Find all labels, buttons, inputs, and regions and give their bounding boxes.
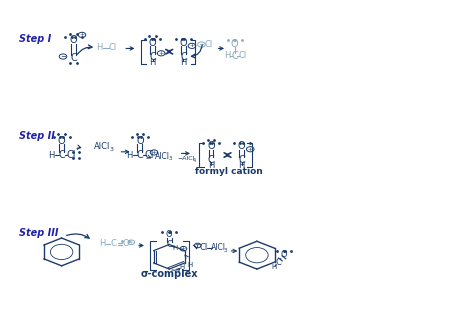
Text: O: O xyxy=(231,39,238,48)
Text: C: C xyxy=(238,155,245,165)
Text: C: C xyxy=(208,155,214,165)
Text: H: H xyxy=(208,161,214,170)
Text: AlCl: AlCl xyxy=(94,142,110,151)
Text: AlCl: AlCl xyxy=(155,152,170,161)
Text: H: H xyxy=(224,51,231,60)
Text: −: − xyxy=(199,42,204,47)
Text: C: C xyxy=(149,52,156,61)
Text: H: H xyxy=(180,264,185,270)
Text: H: H xyxy=(172,245,178,251)
Text: C: C xyxy=(180,52,187,61)
Text: −AlCl: −AlCl xyxy=(177,156,194,161)
Text: H: H xyxy=(126,151,133,160)
Text: O: O xyxy=(149,38,156,47)
Text: Cl: Cl xyxy=(199,243,208,252)
Text: +: + xyxy=(247,147,253,152)
Text: −: − xyxy=(60,54,66,59)
Text: 3: 3 xyxy=(169,156,173,162)
Text: +: + xyxy=(128,240,134,245)
Text: Cl: Cl xyxy=(145,150,154,160)
Text: 3: 3 xyxy=(109,147,113,152)
Text: σ-complex: σ-complex xyxy=(141,269,199,279)
Text: +: + xyxy=(151,150,157,155)
Text: Step III: Step III xyxy=(19,228,58,237)
Text: Cl: Cl xyxy=(238,51,246,60)
Text: +: + xyxy=(158,51,164,56)
Text: O: O xyxy=(70,36,77,45)
Text: −: − xyxy=(195,243,201,248)
Text: +: + xyxy=(181,246,186,251)
Text: O: O xyxy=(180,38,187,47)
Text: H: H xyxy=(99,239,105,248)
Text: H: H xyxy=(271,264,276,270)
Text: Step I: Step I xyxy=(19,34,51,44)
Text: O: O xyxy=(166,230,173,239)
Text: Cl: Cl xyxy=(109,43,117,52)
Text: H: H xyxy=(48,151,55,160)
Text: O: O xyxy=(122,239,129,248)
Text: C: C xyxy=(275,258,281,266)
Text: Cl: Cl xyxy=(204,40,213,49)
Text: H: H xyxy=(238,161,245,170)
Text: 3: 3 xyxy=(223,247,227,253)
Text: O: O xyxy=(136,136,144,145)
Text: AlCl: AlCl xyxy=(210,243,226,252)
Text: 4: 4 xyxy=(193,158,196,163)
Text: +: + xyxy=(79,32,85,37)
Text: C: C xyxy=(111,239,117,248)
Text: O: O xyxy=(238,141,246,151)
Text: Cl: Cl xyxy=(66,150,76,160)
Text: C: C xyxy=(231,51,238,61)
Text: C: C xyxy=(137,150,143,160)
Text: H: H xyxy=(187,262,192,268)
Text: O: O xyxy=(207,141,215,151)
Text: Step II: Step II xyxy=(19,131,55,141)
Text: formyl cation: formyl cation xyxy=(195,167,263,176)
Text: C: C xyxy=(58,150,65,160)
Text: +: + xyxy=(189,43,195,48)
Text: O: O xyxy=(281,250,287,258)
Text: H: H xyxy=(149,58,156,67)
Text: H: H xyxy=(96,43,103,52)
Text: H: H xyxy=(180,58,187,67)
Text: O: O xyxy=(58,136,65,145)
Text: C: C xyxy=(166,240,172,249)
Text: C: C xyxy=(70,53,77,63)
